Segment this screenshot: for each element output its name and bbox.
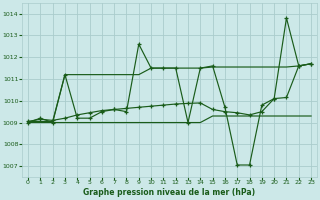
X-axis label: Graphe pression niveau de la mer (hPa): Graphe pression niveau de la mer (hPa)	[84, 188, 256, 197]
